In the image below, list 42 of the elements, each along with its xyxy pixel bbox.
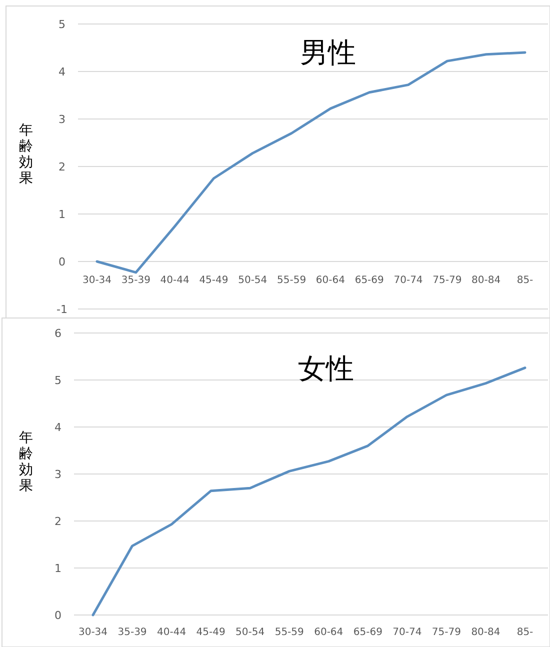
x-tick-label: 70-74: [392, 627, 422, 638]
x-tick-label: 80-84: [471, 627, 500, 638]
x-tick-label: 70-74: [394, 275, 423, 286]
y-tick-label: 1: [58, 208, 66, 221]
y-tick-label: 5: [54, 374, 62, 387]
y-tick-label: 4: [58, 66, 66, 78]
y-axis-title: 年齢効果: [19, 122, 33, 186]
y-tick-label: 1: [54, 562, 62, 575]
y-tick-label: 5: [58, 18, 66, 31]
y-tick-label: 0: [58, 256, 66, 268]
x-tick-label: 35-39: [121, 275, 150, 286]
x-tick-label: 60-64: [314, 627, 344, 638]
text: 女性: [298, 352, 354, 385]
x-tick-label: 55-59: [277, 275, 306, 286]
x-tick-label: 85-: [516, 275, 534, 286]
y-tick-label: 3: [58, 113, 66, 126]
x-tick-label: 55-59: [274, 627, 304, 638]
x-tick-label: 50-54: [236, 627, 265, 638]
x-tick-label: 80-84: [472, 275, 501, 286]
x-tick-label: 60-64: [316, 275, 345, 286]
y-tick-label: 6: [54, 327, 62, 340]
x-tick-label: 65-69: [353, 627, 382, 638]
x-tick-label: 75-79: [432, 275, 462, 286]
x-tick-label: 35-39: [118, 627, 147, 638]
x-tick-label: 50-54: [238, 275, 268, 286]
x-tick-label: 30-34: [78, 627, 108, 638]
x-tick-label: 45-49: [199, 275, 228, 286]
x-tick-label: 30-34: [82, 275, 112, 286]
y-tick-label: 0: [54, 609, 62, 622]
y-tick-label: -1: [56, 303, 68, 316]
x-tick-label: 75-79: [432, 627, 461, 638]
y-tick-label: 4: [54, 421, 62, 434]
y-axis-title: 年齢効果: [19, 430, 33, 494]
y-tick-label: 3: [54, 468, 62, 481]
x-tick-label: 65-69: [354, 275, 384, 286]
y-tick-label: 2: [58, 160, 66, 174]
x-tick-label: 40-44: [157, 627, 186, 638]
x-tick-label: 85-: [516, 627, 534, 638]
text: 男性: [300, 36, 356, 69]
x-tick-label: 40-44: [160, 275, 190, 286]
x-tick-label: 45-49: [196, 627, 226, 638]
y-tick-label: 2: [54, 515, 62, 528]
